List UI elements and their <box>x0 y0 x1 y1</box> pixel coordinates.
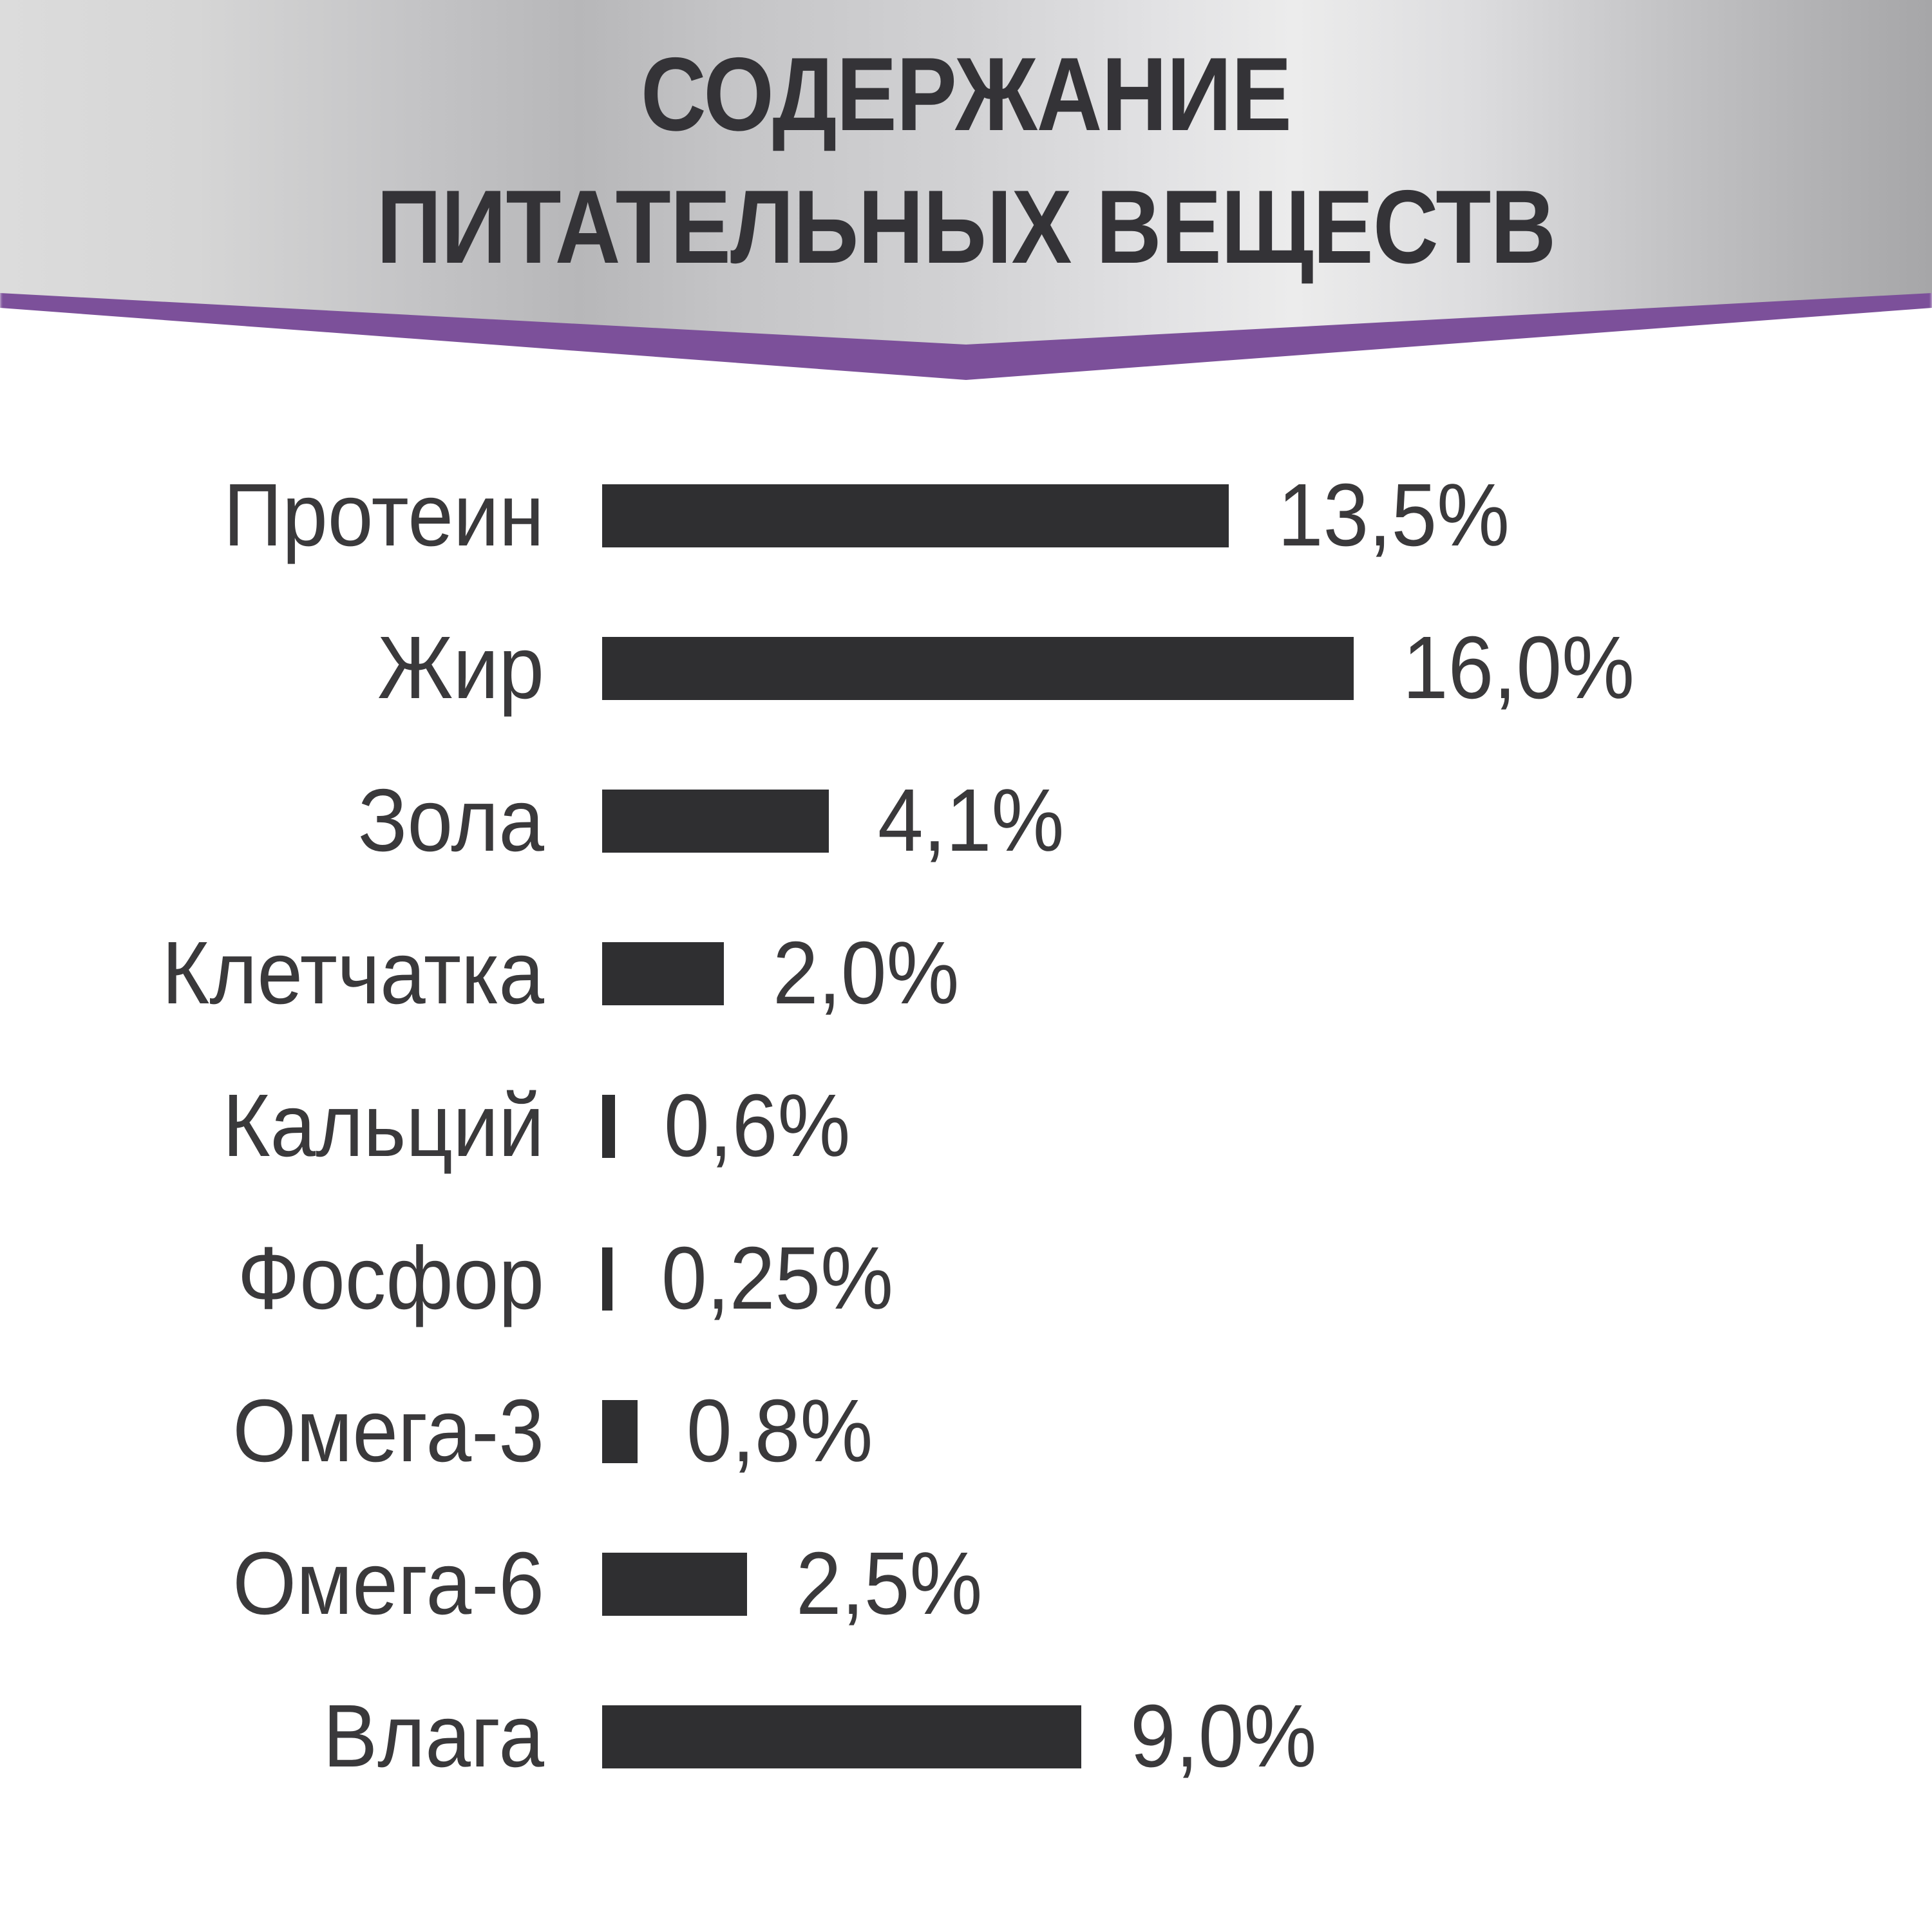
value-bar <box>602 789 829 853</box>
category-label: Фосфор <box>237 1229 544 1328</box>
chart-row-fiber: Клетчатка 2,0% <box>0 897 1932 1050</box>
title-line-2: ПИТАТЕЛЬНЫХ ВЕЩЕСТВ <box>376 169 1557 285</box>
value-label: 0,6% <box>664 1076 851 1175</box>
category-label: Зола <box>357 771 544 870</box>
category-label: Влага <box>323 1687 544 1786</box>
value-label: 0,25% <box>661 1229 893 1328</box>
value-bar <box>602 1705 1081 1768</box>
chart-row-ash: Зола 4,1% <box>0 744 1932 897</box>
value-label: 2,0% <box>773 923 960 1023</box>
chart-row-omega6: Омега-6 2,5% <box>0 1508 1932 1660</box>
value-bar <box>602 942 724 1005</box>
header-metallic-band <box>0 0 1932 345</box>
category-label: Клетчатка <box>162 923 545 1023</box>
value-label: 16,0% <box>1403 618 1634 717</box>
category-label: Жир <box>377 618 544 717</box>
title-line-1: СОДЕРЖАНИЕ <box>640 36 1292 153</box>
value-label: 13,5% <box>1278 466 1510 565</box>
category-label: Кальций <box>222 1076 544 1175</box>
category-label: Омега-3 <box>232 1381 544 1481</box>
category-label: Омега-6 <box>232 1534 544 1633</box>
category-label: Протеин <box>223 466 544 565</box>
value-bar <box>602 1552 747 1616</box>
value-bar <box>602 1094 615 1158</box>
chart-row-protein: Протеин 13,5% <box>0 439 1932 592</box>
value-label: 4,1% <box>878 771 1065 870</box>
chart-row-calcium: Кальций 0,6% <box>0 1050 1932 1202</box>
value-bar <box>602 484 1229 547</box>
value-bar <box>602 636 1354 700</box>
nutrient-bar-chart: Протеин 13,5% Жир 16,0% Зола 4,1% Клетча… <box>0 439 1932 1813</box>
chart-row-phosphorus: Фосфор 0,25% <box>0 1202 1932 1355</box>
chart-row-omega3: Омега-3 0,8% <box>0 1355 1932 1508</box>
value-bar <box>602 1247 612 1311</box>
value-label: 2,5% <box>796 1534 983 1633</box>
chart-row-moisture: Влага 9,0% <box>0 1660 1932 1813</box>
value-label: 9,0% <box>1130 1687 1317 1786</box>
value-label: 0,8% <box>687 1381 873 1481</box>
value-bar <box>602 1399 638 1463</box>
chart-row-fat: Жир 16,0% <box>0 592 1932 744</box>
page-title: СОДЕРЖАНИЕ ПИТАТЕЛЬНЫХ ВЕЩЕСТВ <box>126 28 1806 294</box>
